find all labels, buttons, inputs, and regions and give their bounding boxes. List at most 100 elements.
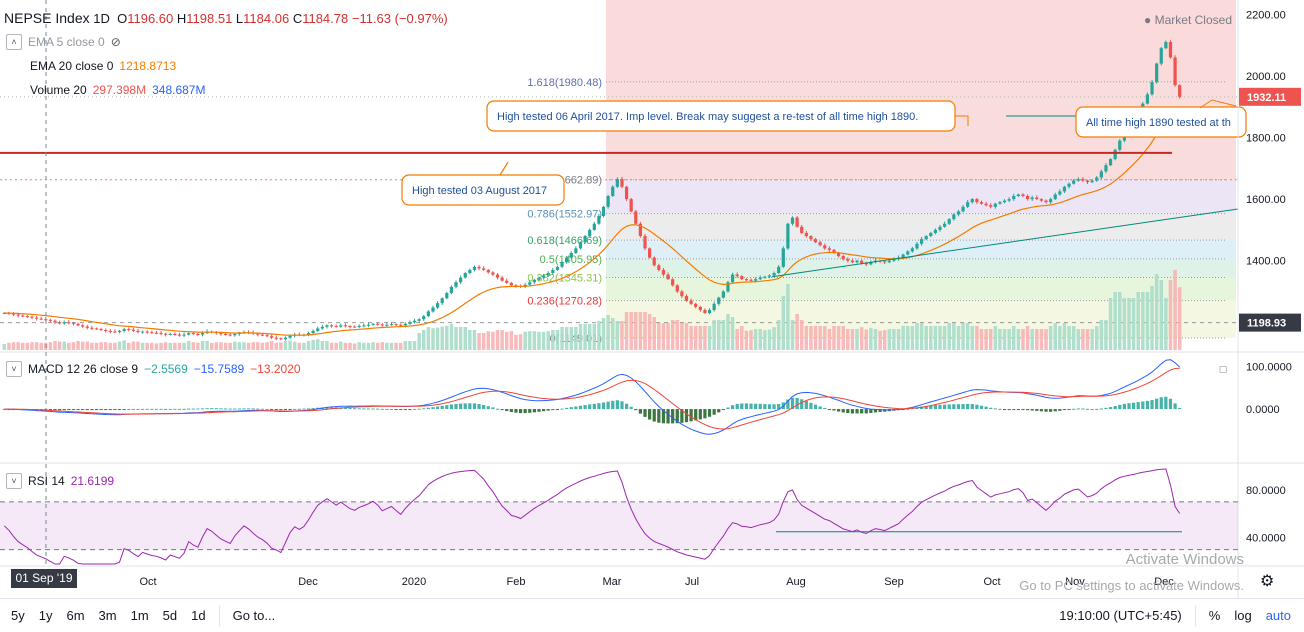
collapse-icon[interactable]: ˅: [6, 361, 22, 377]
range-1d-button[interactable]: 1d: [191, 608, 206, 623]
volume-bar: [901, 326, 905, 350]
annotation-connector: [499, 161, 509, 176]
macd-histogram-bar: [81, 409, 85, 411]
volume-bar: [1016, 329, 1021, 350]
volume-bar: [228, 342, 232, 350]
macd-histogram-bar: [1076, 408, 1080, 410]
volume-bar: [288, 340, 292, 350]
volume-bar: [1076, 329, 1081, 350]
range-3m-button[interactable]: 3m: [98, 608, 117, 623]
volume-bar: [1164, 298, 1168, 350]
candle-body: [744, 279, 749, 281]
candle-body: [445, 293, 449, 299]
volume-bar: [348, 342, 352, 350]
volume-bar: [749, 330, 753, 350]
ema5-legend[interactable]: ˄ EMA 5 close 0 ⊘: [6, 33, 121, 51]
macd-histogram-bar: [168, 408, 172, 410]
volume-bar: [182, 342, 186, 350]
symbol-name[interactable]: NEPSE Index: [4, 10, 90, 26]
candle-body: [187, 333, 191, 335]
volume-bar: [574, 327, 578, 350]
macd-histogram-bar: [233, 408, 237, 410]
macd-histogram-bar: [348, 407, 352, 410]
candle-body: [841, 256, 845, 260]
volume-bar: [753, 329, 758, 350]
volume-bar: [518, 334, 523, 350]
open-value: 1196.60: [127, 11, 174, 26]
volume-bar: [375, 342, 380, 350]
macd-histogram-bar: [279, 409, 283, 411]
collapse-icon[interactable]: ˄: [6, 34, 22, 50]
volume-bar: [435, 327, 440, 350]
collapse-icon[interactable]: ˅: [6, 473, 22, 489]
macd-legend[interactable]: ˅ MACD 12 26 close 9 −2.5569 −15.7589 −1…: [6, 360, 301, 378]
log-toggle[interactable]: log: [1234, 608, 1252, 623]
volume-bar: [1099, 320, 1104, 350]
candle-body: [574, 248, 578, 253]
close-label: C: [292, 11, 303, 26]
range-5y-button[interactable]: 5y: [11, 608, 25, 623]
range-1m-button[interactable]: 1m: [130, 608, 149, 623]
macd-histogram-bar: [1113, 405, 1117, 410]
ema20-legend[interactable]: EMA 20 close 0 1218.8713: [30, 57, 176, 75]
volume-bar: [1002, 329, 1007, 350]
macd-histogram-bar: [680, 409, 684, 423]
macd-histogram-bar: [256, 408, 260, 410]
pane-maximize-icon[interactable]: ▢: [1218, 363, 1228, 374]
fib-band: [606, 0, 1236, 82]
volume-bar: [832, 326, 836, 350]
candle-body: [1049, 199, 1053, 203]
rsi-title: RSI 14: [28, 474, 65, 488]
macd-histogram-bar: [1127, 403, 1131, 410]
volume-bar: [334, 342, 338, 350]
time-axis-label: 2020: [402, 576, 426, 588]
volume-bar: [652, 317, 656, 350]
volume-bar: [624, 312, 629, 350]
macd-histogram-bar: [1072, 408, 1076, 410]
macd-histogram-bar: [394, 409, 398, 411]
candle-body: [376, 323, 380, 325]
volume-bar: [528, 331, 532, 350]
volume-legend[interactable]: Volume 20 297.398M 348.687M: [30, 81, 205, 99]
volume-bar: [827, 329, 832, 350]
macd-histogram-bar: [790, 397, 795, 410]
macd-histogram-bar: [648, 409, 652, 420]
volume-bar: [154, 343, 159, 350]
candle-body: [860, 260, 864, 264]
toolbar-divider: [1194, 605, 1196, 626]
drawings[interactable]: High tested 06 April 2017. Imp level. Br…: [0, 99, 1247, 278]
range-5d-button[interactable]: 5d: [162, 608, 178, 623]
fib-level-label: 0.382(1345.31): [527, 273, 602, 285]
volume-bar: [454, 327, 458, 350]
volume-bar: [472, 330, 477, 350]
macd-histogram-bar: [698, 409, 702, 420]
volume-bar: [1048, 326, 1053, 350]
range-6m-button[interactable]: 6m: [66, 608, 85, 623]
candle-body: [339, 325, 343, 327]
candle-body: [698, 306, 702, 310]
percent-toggle[interactable]: %: [1208, 608, 1221, 623]
goto-button[interactable]: Go to...: [232, 608, 276, 623]
macd-histogram-bar: [836, 409, 841, 412]
range-1y-button[interactable]: 1y: [38, 608, 53, 623]
candle-body: [223, 333, 228, 335]
candle-body: [1053, 194, 1057, 200]
volume-bar: [846, 329, 850, 350]
volume-bar: [776, 320, 781, 350]
volume-bar: [325, 341, 329, 350]
rsi-legend[interactable]: ˅ RSI 14 21.6199: [6, 472, 114, 490]
macd-histogram-bar: [938, 404, 942, 410]
macd-histogram-bar: [1025, 409, 1030, 411]
macd-histogram-bar: [403, 409, 407, 411]
settings-gear-icon[interactable]: ⚙: [1260, 573, 1275, 590]
eye-hidden-icon[interactable]: ⊘: [110, 35, 121, 49]
volume-bar: [237, 342, 242, 350]
candle-body: [883, 261, 887, 263]
macd-histogram-bar: [329, 407, 334, 410]
macd-histogram-bar: [422, 408, 426, 410]
interval[interactable]: 1D: [93, 11, 110, 26]
macd-histogram-bar: [823, 407, 827, 410]
timezone-button[interactable]: 19:10:00 (UTC+5:45): [1059, 608, 1182, 623]
auto-scale-toggle[interactable]: auto: [1265, 608, 1291, 623]
candle-body: [864, 263, 868, 265]
